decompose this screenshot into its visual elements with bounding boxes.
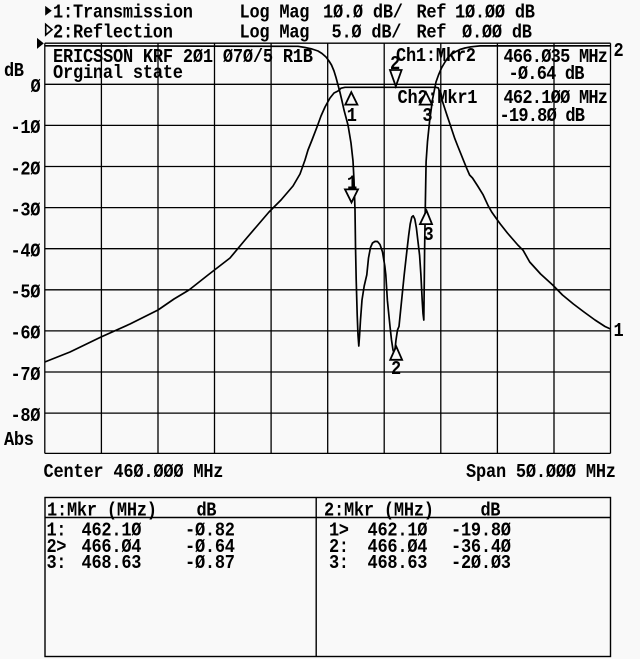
svg-text:3: 3 [422, 106, 432, 127]
svg-text:Orginal state: Orginal state [53, 63, 183, 84]
svg-text:Ø: Ø [31, 77, 41, 98]
svg-text:Ø.ØØ dB: Ø.ØØ dB [462, 23, 532, 44]
svg-text:-Ø.64 dB: -Ø.64 dB [509, 64, 585, 85]
svg-text:462.1Ø: 462.1Ø [82, 521, 142, 542]
svg-text:Span 5Ø.ØØØ MHz: Span 5Ø.ØØØ MHz [466, 462, 616, 483]
svg-text:-19.8Ø: -19.8Ø [451, 521, 511, 542]
svg-text:-7Ø: -7Ø [11, 365, 41, 386]
svg-text:462.1Ø: 462.1Ø [368, 521, 428, 542]
svg-text:-19.8Ø dB: -19.8Ø dB [500, 106, 586, 127]
svg-text:-2Ø.Ø3: -2Ø.Ø3 [451, 553, 511, 574]
svg-text:1:: 1: [47, 521, 67, 542]
svg-text:-3Ø: -3Ø [11, 200, 41, 221]
svg-text:2: 2 [391, 359, 401, 380]
svg-text:2:Reflection: 2:Reflection [53, 23, 173, 44]
svg-text:5.Ø dB/: 5.Ø dB/ [332, 23, 402, 44]
svg-text:3:: 3: [329, 553, 349, 574]
svg-text:-Ø.82: -Ø.82 [185, 521, 235, 542]
svg-text:-2Ø: -2Ø [11, 159, 41, 180]
svg-text:2>: 2> [47, 537, 67, 558]
svg-text:-6Ø: -6Ø [11, 324, 41, 345]
svg-text:2:: 2: [329, 537, 349, 558]
svg-text:468.63: 468.63 [368, 553, 428, 574]
svg-text:dB: dB [4, 61, 24, 82]
svg-text:ERICSSON KRF 2Ø1 Ø7Ø/5 R1B: ERICSSON KRF 2Ø1 Ø7Ø/5 R1B [53, 47, 313, 68]
svg-text:-36.4Ø: -36.4Ø [451, 537, 511, 558]
svg-text:Abs: Abs [4, 430, 34, 451]
svg-text:-1Ø: -1Ø [11, 118, 41, 139]
svg-text:-8Ø: -8Ø [11, 406, 41, 427]
svg-text:Ref: Ref [417, 3, 447, 24]
svg-text:1: 1 [614, 321, 624, 342]
svg-text:3:: 3: [47, 553, 67, 574]
svg-text:-4Ø: -4Ø [11, 242, 41, 263]
svg-text:dB: dB [197, 501, 217, 522]
svg-text:-Ø.64: -Ø.64 [185, 537, 235, 558]
svg-text:2:Mkr (MHz): 2:Mkr (MHz) [324, 501, 434, 522]
svg-text:466.Ø4: 466.Ø4 [368, 537, 428, 558]
svg-text:Center 46Ø.ØØØ MHz: Center 46Ø.ØØØ MHz [44, 462, 224, 483]
svg-text:-Ø.87: -Ø.87 [185, 553, 235, 574]
svg-text:1Ø.ØØ dB: 1Ø.ØØ dB [455, 3, 535, 24]
svg-text:466.Ø35 MHz: 466.Ø35 MHz [504, 47, 609, 68]
svg-text:Ref: Ref [417, 23, 447, 44]
svg-text:Ch2:Mkr1: Ch2:Mkr1 [398, 88, 478, 109]
svg-text:1: 1 [347, 106, 357, 127]
svg-text:462.1ØØ MHz: 462.1ØØ MHz [504, 88, 609, 109]
svg-text:-5Ø: -5Ø [11, 283, 41, 304]
svg-text:1Ø.Ø dB/: 1Ø.Ø dB/ [323, 3, 403, 24]
svg-text:Ch1:Mkr2: Ch1:Mkr2 [396, 46, 476, 67]
svg-text:466.Ø4: 466.Ø4 [82, 537, 142, 558]
svg-text:1:Transmission: 1:Transmission [53, 3, 193, 24]
svg-text:2: 2 [614, 41, 624, 62]
svg-text:Log Mag: Log Mag [240, 3, 310, 24]
svg-text:Log Mag: Log Mag [240, 23, 310, 44]
svg-text:468.63: 468.63 [82, 553, 142, 574]
svg-text:3: 3 [424, 225, 434, 246]
svg-text:dB: dB [481, 501, 501, 522]
svg-text:1: 1 [347, 174, 357, 195]
svg-text:1:Mkr (MHz): 1:Mkr (MHz) [47, 501, 157, 522]
svg-text:1>: 1> [329, 521, 349, 542]
svg-text:2: 2 [390, 54, 400, 75]
